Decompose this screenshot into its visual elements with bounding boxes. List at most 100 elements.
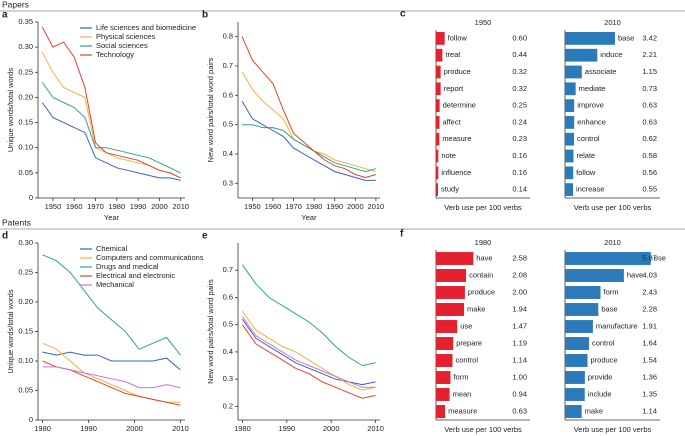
x-axis-label: Verb use per 100 verbs [444,203,522,212]
panel-label: c [400,9,406,20]
bar [436,252,474,265]
panel-label: b [202,10,208,21]
x-tick-label: 1990 [278,424,295,433]
category-label: study [441,185,459,194]
x-tick-label: 2000 [126,424,143,433]
bar [436,82,441,96]
x-tick-label: 1990 [326,202,343,211]
bar [565,269,624,282]
value-label: 1.35 [642,389,657,398]
series-line [41,102,181,181]
x-tick-label: 1980 [234,424,251,433]
category-label: manufacture [596,321,638,330]
legend-label: Social sciences [96,41,148,50]
value-label: 2.28 [642,304,657,313]
value-label: 3.42 [642,33,657,42]
x-tick-label: 1990 [130,202,147,211]
x-axis-label: Year [104,435,120,436]
y-axis-label: Unique words/total words [6,289,15,373]
series-line [241,310,376,391]
y-tick-label: 0.30 [18,238,33,247]
value-label: 0.63 [642,101,657,110]
category-label: make [467,304,485,313]
y-tick-label: 0.15 [18,326,33,335]
y-tick-label: 0.20 [18,92,33,101]
x-tick-label: 1970 [87,202,104,211]
series-line [41,82,181,174]
bar [436,166,439,180]
bar [436,48,443,62]
value-label: 0.73 [642,84,657,93]
category-label: make [585,406,603,415]
legend-label: Physical sciences [96,32,155,41]
subplot-title: 2010 [604,18,621,27]
value-label: 1.64 [642,338,657,347]
x-tick-label: 1970 [285,202,302,211]
y-tick-label: 0.10 [18,143,33,152]
category-label: produce [444,67,471,76]
bar [436,337,454,350]
value-label: 0.32 [512,67,527,76]
series-line [42,366,181,389]
legend-label: Electrical and electronic [96,271,175,280]
value-label: 1.47 [512,321,527,330]
category-label: treat [445,50,461,59]
bar [436,388,450,401]
x-axis-label: Year [301,435,317,436]
category-label: produce [468,287,495,296]
category-label: control [592,338,615,347]
x-axis-label: Verb use per 100 verbs [574,203,652,212]
bar [565,320,593,333]
category-label: influence [441,168,471,177]
subplot-title: 2010 [604,238,621,247]
bar [565,65,582,79]
value-label: 0.55 [642,185,657,194]
bar [565,303,599,316]
legend-label: Chemical [96,244,128,253]
category-label: use [460,321,472,330]
series-line [241,100,376,181]
value-label: 1.14 [512,355,527,364]
bar [565,32,615,45]
y-tick-label: 0.15 [18,118,33,127]
series-line [42,360,181,406]
bar [565,286,601,299]
bar [436,269,467,282]
category-label: base [618,33,634,42]
value-label: 0.44 [512,50,527,59]
y-tick-label: 0.7 [223,265,233,274]
bar [436,354,453,367]
bar [436,286,465,299]
value-label: 4.03 [642,270,657,279]
value-label: 0.63 [642,117,657,126]
y-tick-label: 0.20 [18,297,33,306]
series-line [241,36,377,179]
category-label: induce [600,50,622,59]
category-label: measure [448,406,477,415]
bar [565,116,575,129]
category-label: include [588,389,612,398]
category-label: form [604,287,619,296]
y-tick-label: 0.05 [18,385,33,394]
bar [565,149,574,163]
series-line [241,324,376,399]
category-label: produce [591,355,618,364]
bar [436,303,465,316]
section-title: Papers [2,0,29,9]
series-line [241,264,376,367]
bar [565,405,582,418]
value-label: 0.62 [642,134,657,143]
y-tick-label: 0.6 [223,292,233,301]
x-tick-label: 2000 [323,424,340,433]
value-label: 1.15 [642,67,657,76]
y-tick-label: 0.4 [223,347,233,356]
category-label: measure [442,134,471,143]
value-label: 0.58 [642,151,657,160]
x-tick-label: 2000 [347,202,364,211]
series-line [42,254,181,356]
x-tick-label: 1960 [265,202,282,211]
panel-label: e [202,231,208,242]
panel-label: d [2,231,8,242]
legend-label: Computers and communications [96,253,204,262]
